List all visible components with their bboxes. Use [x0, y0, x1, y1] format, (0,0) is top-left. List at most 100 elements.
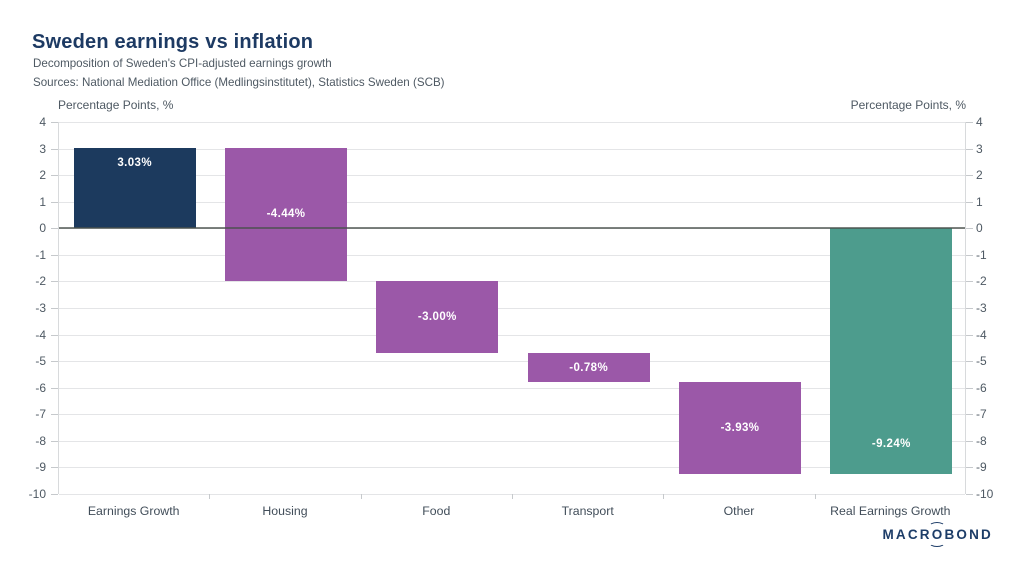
- gridline-3: [59, 148, 965, 150]
- y-tick-mark: [51, 467, 58, 469]
- y-tick-label-right-2: 2: [976, 168, 983, 183]
- y-tick-mark: [966, 122, 973, 123]
- y-tick-mark: [966, 467, 973, 469]
- y-tick-mark: [966, 175, 973, 177]
- gridline--8: [59, 440, 965, 442]
- y-tick-label-right--2: -2: [976, 274, 987, 289]
- zero-line: [59, 227, 965, 230]
- bar-housing: -4.44%: [225, 147, 347, 281]
- y-tick-mark: [966, 148, 973, 150]
- y-tick-label-left--5: -5: [35, 354, 46, 369]
- y-tick-label-left--6: -6: [35, 380, 46, 395]
- y-tick-label-left-3: 3: [39, 141, 46, 156]
- x-axis-label-earnings-growth: Earnings Growth: [87, 504, 180, 518]
- x-axis-label-transport: Transport: [561, 504, 614, 518]
- logo-o-mark: O: [928, 522, 946, 547]
- gridline--9: [59, 467, 965, 469]
- y-tick-label-left--9: -9: [35, 460, 46, 475]
- bar-value-label-housing: -4.44%: [266, 208, 306, 221]
- y-tick-mark: [966, 387, 973, 389]
- logo-text-pre: MACR: [882, 527, 932, 542]
- y-tick-label-right--7: -7: [976, 407, 987, 422]
- bar-value-label-real-earnings-growth: -9.24%: [871, 437, 911, 450]
- y-tick-label-right--8: -8: [976, 433, 987, 448]
- y-tick-mark: [51, 254, 58, 256]
- y-tick-mark: [51, 414, 58, 416]
- x-tick-mark: [360, 494, 362, 499]
- logo-text-post: BOND: [944, 527, 993, 542]
- gridline-2: [59, 175, 965, 177]
- y-tick-mark: [966, 281, 973, 283]
- y-tick-label-right-4: 4: [976, 115, 983, 129]
- y-tick-label-left--1: -1: [35, 247, 46, 262]
- y-tick-mark: [51, 308, 58, 309]
- y-tick-label-right-3: 3: [976, 141, 983, 156]
- gridline--3: [59, 308, 965, 309]
- bar-real-earnings-growth: -9.24%: [830, 228, 953, 474]
- y-tick-mark: [966, 334, 973, 336]
- y-tick-label-right--5: -5: [976, 354, 987, 369]
- y-tick-label-right-1: 1: [976, 194, 983, 209]
- y-tick-mark: [51, 334, 58, 336]
- y-tick-mark: [51, 361, 58, 363]
- macrobond-logo: MACROBOND: [882, 522, 993, 547]
- y-tick-label-left--10: -10: [28, 487, 46, 501]
- chart-subtitle: Decomposition of Sweden's CPI-adjusted e…: [33, 57, 332, 70]
- bar-other: -3.93%: [679, 382, 801, 474]
- y-tick-label-right-0: 0: [976, 221, 983, 236]
- x-axis-label-other: Other: [723, 504, 755, 518]
- x-tick-mark: [814, 494, 816, 499]
- y-tick-mark: [966, 201, 973, 203]
- x-axis-label-food: Food: [422, 504, 451, 518]
- y-tick-label-left-2: 2: [39, 168, 46, 183]
- y-tick-mark: [51, 440, 58, 442]
- bar-value-label-food: -3.00%: [417, 310, 457, 323]
- y-tick-mark: [966, 414, 973, 416]
- y-tick-label-left--4: -4: [35, 327, 46, 342]
- y-axis-unit-right: Percentage Points, %: [850, 98, 966, 112]
- y-tick-mark: [966, 228, 973, 230]
- bar-value-label-earnings-growth: 3.03%: [117, 156, 152, 169]
- y-tick-mark: [51, 281, 58, 283]
- y-tick-mark: [966, 440, 973, 442]
- page-title: Sweden earnings vs inflation: [32, 31, 314, 53]
- gridline--2: [59, 281, 965, 283]
- gridline-4: [59, 122, 965, 123]
- gridline--5: [59, 361, 965, 363]
- chart-sources: Sources: National Mediation Office (Medl…: [33, 76, 445, 89]
- y-tick-label-left-1: 1: [39, 194, 46, 209]
- y-tick-label-right--1: -1: [976, 247, 987, 262]
- y-axis-unit-left: Percentage Points, %: [58, 98, 174, 112]
- y-tick-mark: [51, 201, 58, 203]
- y-tick-label-left-4: 4: [39, 115, 46, 129]
- x-tick-mark: [663, 494, 665, 499]
- x-axis-label-real-earnings-growth: Real Earnings Growth: [830, 504, 951, 518]
- y-tick-mark: [51, 494, 58, 495]
- bar-transport: -0.78%: [527, 352, 650, 383]
- gridline--1: [59, 254, 965, 256]
- x-axis-label-housing: Housing: [262, 504, 308, 518]
- y-tick-label-right--3: -3: [976, 301, 987, 315]
- y-tick-mark: [966, 494, 973, 495]
- plot-area: 3.03% -4.44% -3.00% -0.78% -3.93% -9.24%: [58, 122, 966, 495]
- y-tick-label-right--10: -10: [976, 487, 994, 501]
- y-tick-label-left--8: -8: [35, 433, 46, 448]
- y-tick-label-left--2: -2: [35, 274, 46, 289]
- y-tick-mark: [966, 254, 973, 256]
- y-tick-label-right--9: -9: [976, 460, 987, 475]
- x-tick-mark: [209, 494, 211, 499]
- y-tick-label-left-0: 0: [39, 221, 46, 236]
- bar-food: -3.00%: [376, 280, 499, 353]
- y-tick-label-right--6: -6: [976, 380, 987, 395]
- y-tick-mark: [51, 122, 58, 123]
- gridline-1: [59, 201, 965, 203]
- y-tick-mark: [51, 228, 58, 230]
- y-tick-label-right--4: -4: [976, 327, 987, 342]
- x-tick-mark: [512, 494, 513, 499]
- y-tick-mark: [51, 175, 58, 177]
- gridline--4: [59, 334, 965, 336]
- y-tick-mark: [966, 361, 973, 363]
- y-tick-mark: [966, 308, 973, 309]
- gridline--7: [59, 414, 965, 416]
